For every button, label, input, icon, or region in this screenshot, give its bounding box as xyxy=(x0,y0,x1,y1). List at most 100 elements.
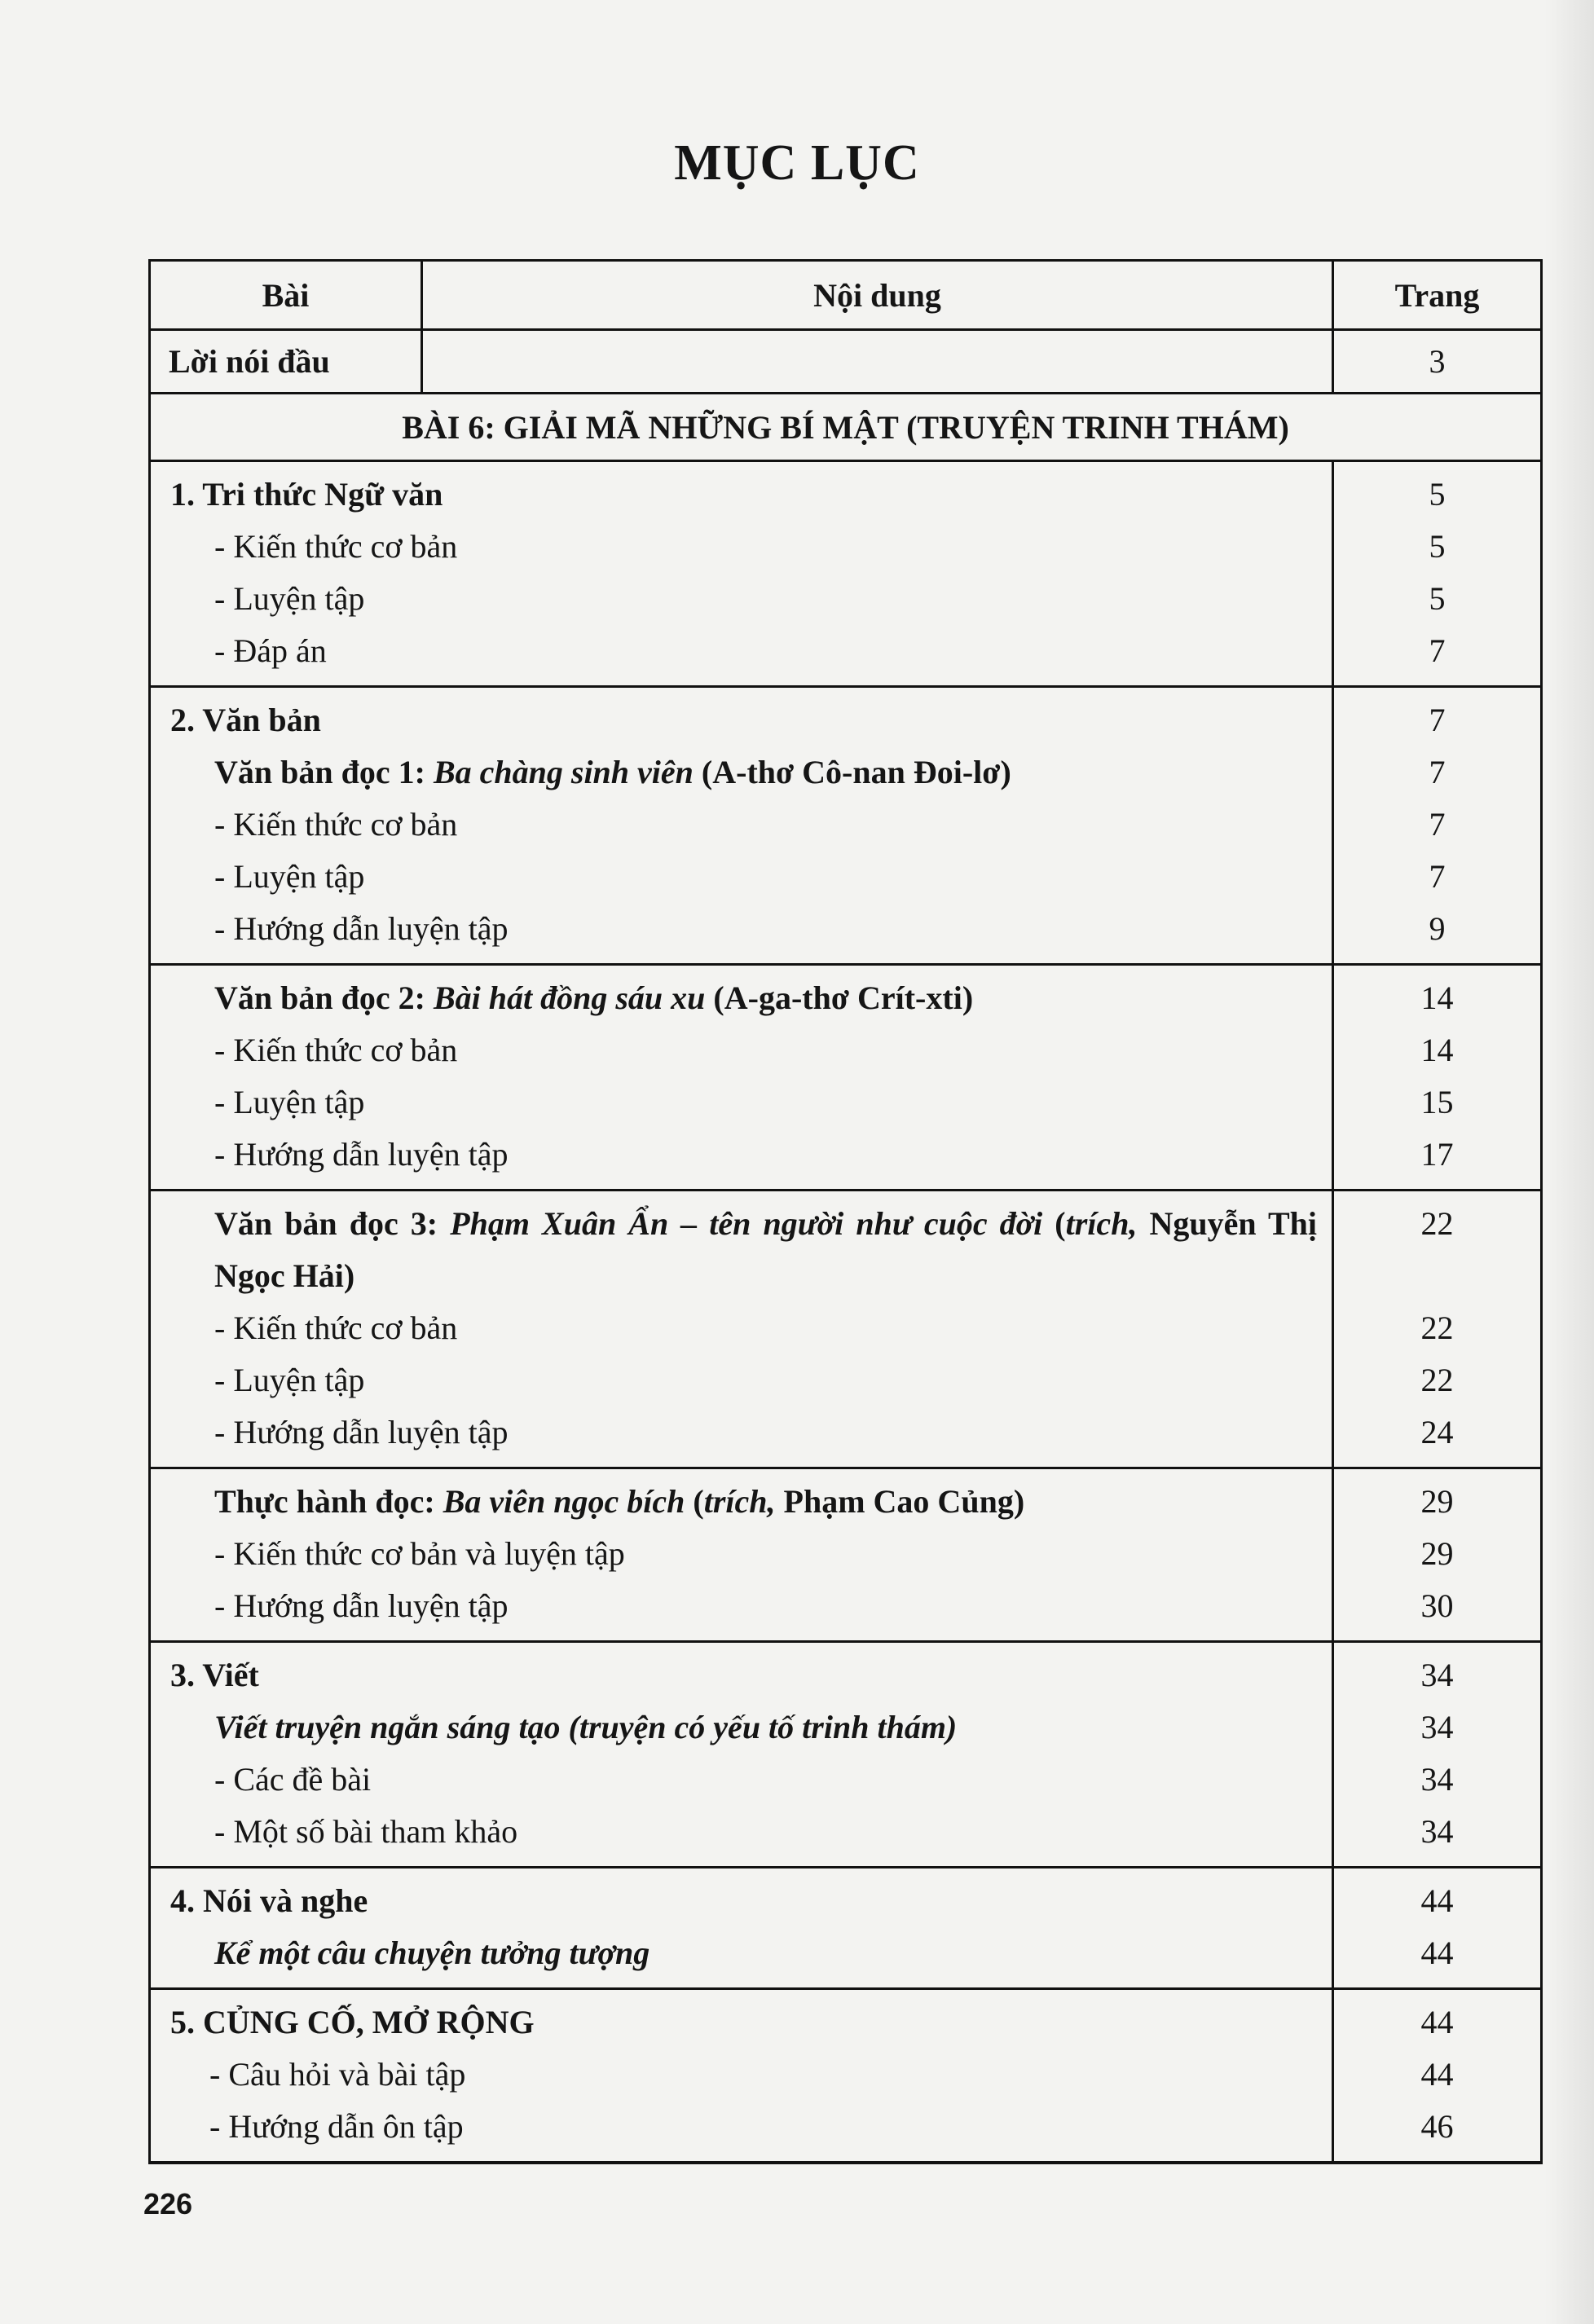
toc-entry-text: - Luyện tập xyxy=(214,580,365,617)
toc-entry-text: 2. Văn bản xyxy=(170,702,321,738)
toc-entry[interactable]: - Hướng dẫn luyện tập xyxy=(151,1129,1317,1181)
toc-entry[interactable]: 3. Viết xyxy=(151,1649,1317,1701)
toc-section-content: Thực hành đọc: Ba viên ngọc bích (trích,… xyxy=(151,1469,1332,1640)
toc-entry[interactable]: - Kiến thức cơ bản và luyện tập xyxy=(151,1528,1317,1580)
toc-entry-page: 46 xyxy=(1420,2108,1454,2145)
toc-entry[interactable]: - Kiến thức cơ bản xyxy=(151,1302,1317,1354)
toc-section-content: 4. Nói và nghe Kể một câu chuyện tưởng tư… xyxy=(151,1868,1332,1987)
toc-entry[interactable]: Kể một câu chuyện tưởng tượng xyxy=(151,1927,1317,1979)
toc-entry[interactable]: - Câu hỏi và bài tập xyxy=(151,2049,1317,2101)
toc-entry-text: 1. Tri thức Ngữ văn xyxy=(170,476,443,513)
toc-entry[interactable]: - Luyện tập xyxy=(151,851,1317,903)
toc-entry-page: 7 xyxy=(1429,754,1446,790)
toc-entry-text: Viết truyện ngắn sáng tạo (truyện có yếu… xyxy=(214,1709,958,1745)
toc-entry-page: 22 xyxy=(1420,1205,1454,1242)
intro-content-cell xyxy=(423,331,1332,392)
toc-section-row: 4. Nói và nghe Kể một câu chuyện tưởng tư… xyxy=(151,1866,1540,1987)
toc-entry-page: 22 xyxy=(1420,1309,1454,1346)
toc-entry-text: - Hướng dẫn luyện tập xyxy=(214,1414,509,1450)
toc-entry[interactable]: - Một số bài tham khảo xyxy=(151,1806,1317,1858)
toc-entry-page: 44 xyxy=(1420,1934,1454,1971)
toc-entry-page: 15 xyxy=(1420,1084,1454,1120)
page-number: 226 xyxy=(143,2187,193,2221)
toc-section-pages: 44 44 46 xyxy=(1332,1990,1540,2161)
toc-entry-text: Văn bản đọc 1: xyxy=(214,754,434,790)
toc-section-pages: 14 14 15 17 xyxy=(1332,966,1540,1189)
toc-entry-text: - Các đề bài xyxy=(214,1761,372,1798)
toc-entry-page: 9 xyxy=(1429,910,1446,947)
toc-section-row: 5. CỦNG CỐ, MỞ RỘNG - Câu hỏi và bài tập -… xyxy=(151,1987,1540,2161)
toc-entry-text: - Kiến thức cơ bản xyxy=(214,806,458,843)
toc-entry-text: Phạm Xuân Ẩn – tên người như cuộc đời xyxy=(450,1205,1043,1242)
toc-section-content: 3. Viết Viết truyện ngắn sáng tạo (truyện… xyxy=(151,1643,1332,1866)
toc-section-row: Thực hành đọc: Ba viên ngọc bích (trích,… xyxy=(151,1467,1540,1640)
toc-entry-page: 34 xyxy=(1420,1657,1454,1693)
header-content: Nội dung xyxy=(813,276,941,314)
toc-entry[interactable]: - Kiến thức cơ bản xyxy=(151,1024,1317,1076)
toc-entry-page: 7 xyxy=(1429,702,1446,738)
table-of-contents: Bài Nội dung Trang Lời nói đầu 3 BÀI 6: … xyxy=(148,259,1543,2164)
toc-entry[interactable]: 1. Tri thức Ngữ văn xyxy=(151,469,1317,521)
toc-entry[interactable]: Thực hành đọc: Ba viên ngọc bích (trích,… xyxy=(151,1476,1317,1528)
toc-entry-text: (A-thơ Cô-nan Đoi-lơ) xyxy=(693,754,1011,790)
toc-entry[interactable]: - Đáp án xyxy=(151,625,1317,677)
toc-entry[interactable]: - Hướng dẫn luyện tập xyxy=(151,1580,1317,1632)
toc-entry-text: - Kiến thức cơ bản xyxy=(214,1309,458,1346)
page-spacer xyxy=(1334,1250,1540,1302)
toc-entry-text: - Hướng dẫn luyện tập xyxy=(214,1136,509,1173)
toc-section-pages: 44 44 xyxy=(1332,1868,1540,1987)
toc-section-row: 1. Tri thức Ngữ văn - Kiến thức cơ bản - L… xyxy=(151,460,1540,685)
toc-entry-text: 5. CỦNG CỐ, MỞ RỘNG xyxy=(170,2004,535,2040)
toc-section-pages: 5 5 5 7 xyxy=(1332,462,1540,685)
toc-entry[interactable]: 5. CỦNG CỐ, MỞ RỘNG xyxy=(151,1996,1317,2049)
intro-row: Lời nói đầu 3 xyxy=(151,328,1540,392)
toc-entry[interactable]: - Hướng dẫn luyện tập xyxy=(151,1406,1317,1459)
toc-section-content: 2. Văn bản Văn bản đọc 1: Ba chàng sinh v… xyxy=(151,688,1332,963)
toc-entry-page: 17 xyxy=(1420,1136,1454,1173)
toc-entry-page: 7 xyxy=(1429,632,1446,669)
table-header-row: Bài Nội dung Trang xyxy=(151,262,1540,328)
intro-label[interactable]: Lời nói đầu xyxy=(151,331,423,392)
toc-entry-text: (A-ga-thơ Crít-xti) xyxy=(705,979,974,1016)
toc-entry-text: - Hướng dẫn ôn tập xyxy=(209,2108,464,2145)
unit-title: BÀI 6: GIẢI MÃ NHỮNG BÍ MẬT (TRUYỆN TRIN… xyxy=(402,408,1289,446)
toc-entry-text: - Kiến thức cơ bản xyxy=(214,1032,458,1068)
toc-entry[interactable]: - Hướng dẫn luyện tập xyxy=(151,903,1317,955)
toc-entry[interactable]: 4. Nói và nghe xyxy=(151,1875,1317,1927)
toc-entry[interactable]: Văn bản đọc 1: Ba chàng sinh viên (A-thơ… xyxy=(151,746,1317,799)
toc-entry-page: 29 xyxy=(1420,1483,1454,1520)
toc-entry-text: 3. Viết xyxy=(170,1657,259,1693)
toc-section-pages: 7 7 7 7 9 xyxy=(1332,688,1540,963)
toc-entry[interactable]: Văn bản đọc 2: Bài hát đồng sáu xu (A-ga… xyxy=(151,972,1317,1024)
toc-entry-text: Nguyễn Thị Ngọc Hải) xyxy=(214,1205,1318,1294)
toc-entry-text: Văn bản đọc 2: xyxy=(214,979,434,1016)
toc-entry-page: 5 xyxy=(1429,580,1446,617)
toc-entry-text: Bài hát đồng sáu xu xyxy=(433,979,706,1016)
toc-entry[interactable]: Viết truyện ngắn sáng tạo (truyện có yếu… xyxy=(151,1701,1317,1754)
page-edge-shadow xyxy=(1545,0,1594,2324)
toc-entry-text: ( xyxy=(685,1483,704,1520)
intro-page: 3 xyxy=(1332,331,1540,392)
toc-entry-text: - Luyện tập xyxy=(214,858,365,895)
toc-entry-page: 7 xyxy=(1429,858,1446,895)
toc-section-content: Văn bản đọc 3: Phạm Xuân Ẩn – tên người … xyxy=(151,1191,1332,1467)
toc-entry[interactable]: - Các đề bài xyxy=(151,1754,1317,1806)
toc-entry[interactable]: - Kiến thức cơ bản xyxy=(151,521,1317,573)
toc-entry-text: Ba viên ngọc bích xyxy=(443,1483,685,1520)
toc-entry-page: 29 xyxy=(1420,1535,1454,1572)
toc-entry-text: trích, xyxy=(1065,1205,1138,1242)
toc-entry[interactable]: - Kiến thức cơ bản xyxy=(151,799,1317,851)
toc-entry-text: - Luyện tập xyxy=(214,1084,365,1120)
toc-entry-page: 5 xyxy=(1429,528,1446,565)
toc-entry[interactable]: - Hướng dẫn ôn tập xyxy=(151,2101,1317,2153)
toc-entry[interactable]: - Luyện tập xyxy=(151,1076,1317,1129)
header-page: Trang xyxy=(1332,262,1540,328)
toc-entry[interactable]: Văn bản đọc 3: Phạm Xuân Ẩn – tên người … xyxy=(151,1198,1317,1302)
toc-entry-page: 34 xyxy=(1420,1761,1454,1798)
toc-entry[interactable]: 2. Văn bản xyxy=(151,694,1317,746)
toc-entry-text: 4. Nói và nghe xyxy=(170,1882,368,1919)
toc-section-pages: 34 34 34 34 xyxy=(1332,1643,1540,1866)
toc-entry[interactable]: - Luyện tập xyxy=(151,573,1317,625)
toc-entry[interactable]: - Luyện tập xyxy=(151,1354,1317,1406)
toc-entry-text: - Hướng dẫn luyện tập xyxy=(214,1587,509,1624)
